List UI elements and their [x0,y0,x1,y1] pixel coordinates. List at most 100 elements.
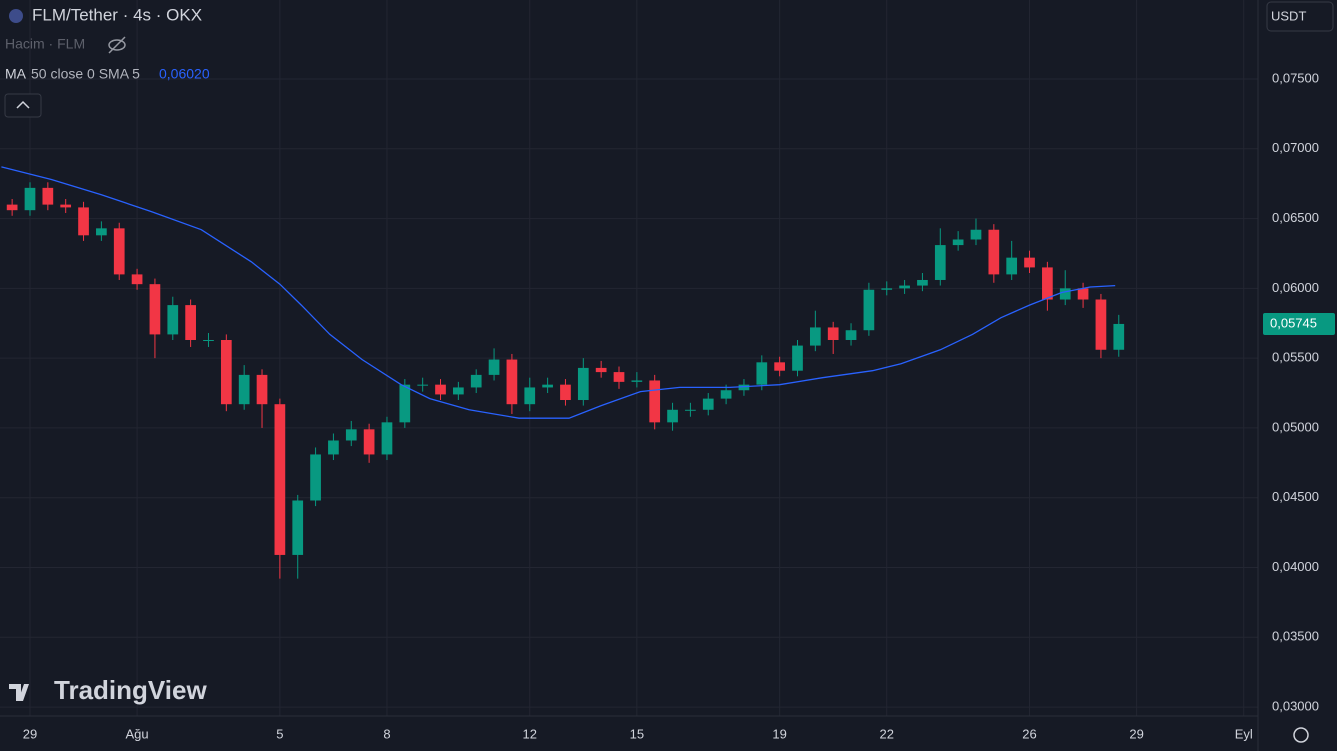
settings-button[interactable] [1293,727,1309,743]
candle-body [399,384,411,423]
x-tick-label: 12 [523,726,537,741]
watermark: TradingView [9,675,207,705]
candle-body [363,429,375,455]
candle-body [881,288,893,290]
currency-button[interactable] [1266,1,1334,32]
candle-body [649,380,661,423]
last-price-marker [1263,312,1335,335]
moving-average-line [1,166,1116,419]
candle-body [738,384,750,391]
hide-icon[interactable] [108,36,126,54]
x-tick-label: 29 [23,726,37,741]
chart-title: FLM/Tether · 4s · OKX [32,5,202,24]
candle-body [488,359,500,375]
candle-body [1024,257,1035,268]
candle-body [167,305,179,335]
collapse-button[interactable] [4,93,42,118]
y-tick-label: 0,04500 [1272,489,1319,504]
candle-body [613,372,625,382]
candle-body [1113,323,1125,350]
candle-body [560,384,571,401]
candle-body [899,285,910,289]
candle-body [417,384,429,386]
candle-body [1042,267,1053,300]
collapse-icon [16,100,30,109]
candle-body [24,187,36,211]
y-tick-label: 0,05500 [1272,350,1319,365]
candle-body [78,207,89,236]
x-tick-label: Eyl [1235,726,1253,741]
candle-body [577,367,589,401]
watermark-text: TradingView [54,675,207,705]
symbol-icon [9,9,23,23]
y-tick-label: 0,06000 [1272,280,1319,295]
candle-body [1095,299,1107,350]
candle-body [42,187,54,205]
indicator-params[interactable]: 50 close 0 SMA 5 [31,66,140,82]
candle-body [792,345,803,371]
candle-body [6,204,18,211]
candle-body [595,367,607,373]
candle-body [185,305,196,340]
y-tick-label: 0,03500 [1272,629,1319,644]
x-tick-label: 8 [383,726,390,741]
candle-body [1006,257,1018,275]
candle-body [328,440,339,455]
indicator-value: 0,06020 [159,66,210,82]
candle-body [667,409,678,423]
candle-body [310,454,321,501]
candle-body [1059,288,1071,300]
x-tick-label: 26 [1022,726,1036,741]
candle-body [113,228,125,275]
candle-body [203,339,214,341]
candle-body [292,500,304,555]
candle-body [256,374,268,405]
candle-body [274,404,286,555]
candle-body [934,245,946,280]
candle-body [970,229,982,240]
indicator-name[interactable]: MA [5,66,27,82]
candle-body [149,284,161,335]
candle-body [631,380,643,382]
x-tick-label: 5 [276,726,283,741]
candle-body [774,362,786,371]
candle-body [506,359,518,405]
x-tick-label: Ağu [126,726,149,741]
candle-body [1077,288,1089,300]
candle-body [96,228,107,236]
x-tick-label: 19 [772,726,786,741]
candle-body [345,429,357,441]
plot-area [1,166,1125,579]
axes: 0,03000 0,03500 0,04000 0,04500 0,05000 0,055… [23,70,1335,741]
grid [0,0,1258,716]
currency-label: USDT [1271,8,1306,23]
candle-body [131,274,143,285]
candle-body [220,339,232,405]
y-tick-label: 0,07000 [1272,140,1319,155]
candle-body [756,362,768,385]
candle-body [60,204,72,208]
candle-body [542,384,553,388]
candle-body [685,409,696,411]
candle-body [845,330,857,340]
candle-body [435,384,446,395]
candle-body [988,229,1000,275]
last-price-label: 0,05745 [1270,315,1317,330]
y-tick-label: 0,03000 [1272,699,1319,714]
candle-body [827,327,839,340]
candle-body [863,289,875,331]
candle-body [453,387,464,395]
candle-body [470,374,482,388]
candle-body [809,327,821,346]
y-tick-label: 0,04000 [1272,559,1319,574]
candle-body [381,422,393,455]
x-tick-label: 22 [880,726,894,741]
volume-label[interactable]: Hacim · FLM [5,36,85,52]
y-tick-label: 0,07500 [1272,70,1319,85]
x-tick-label: 15 [630,726,644,741]
x-tick-label: 29 [1129,726,1143,741]
candle-body [238,374,250,405]
candle-body [720,390,732,399]
candle-body [917,279,928,286]
